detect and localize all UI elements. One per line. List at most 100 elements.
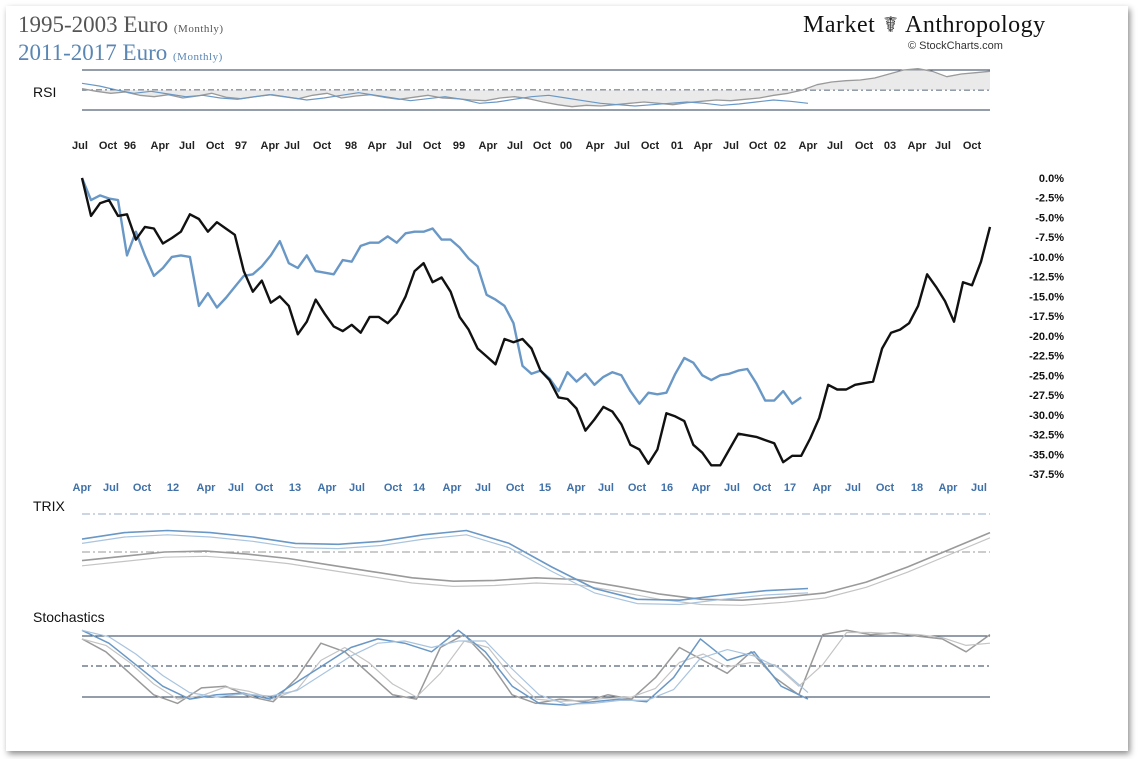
y-axis-tick-label: -35.0% (1029, 449, 1064, 461)
bottom-axis-tick-label: 13 (289, 482, 301, 494)
top-axis-tick-label: 97 (235, 140, 247, 152)
top-axis-tick-label: Oct (749, 140, 768, 152)
bottom-axis-tick-label: Jul (228, 482, 244, 494)
top-axis-tick-label: Apr (479, 140, 499, 152)
top-axis-tick-label: 98 (345, 140, 357, 152)
bottom-axis-tick-label: 17 (784, 482, 796, 494)
y-axis-tick-label: -7.5% (1035, 232, 1064, 244)
top-axis-tick-label: Jul (179, 140, 195, 152)
top-axis-tick-label: Jul (614, 140, 630, 152)
stoch-line-1995 (81, 629, 991, 705)
bottom-axis-tick-label: Oct (628, 482, 647, 494)
dna-helix-icon: ☤ (883, 12, 899, 37)
top-axis-tick-label: Apr (908, 140, 928, 152)
title-2011-text: 2011-2017 Euro (18, 40, 168, 65)
bottom-axis-tick-label: Apr (318, 482, 338, 494)
top-axis-tick-label: Jul (396, 140, 412, 152)
bottom-axis-tick-label: 15 (539, 482, 551, 494)
y-axis-tick-label: -2.5% (1035, 193, 1064, 205)
bottom-axis-tick-label: 14 (413, 482, 426, 494)
top-axis-tick-label: Apr (261, 140, 281, 152)
bottom-axis-tick-label: Jul (845, 482, 861, 494)
bottom-axis-tick-label: Jul (598, 482, 614, 494)
top-axis-tick-label: 99 (453, 140, 465, 152)
bottom-axis-tick-label: Apr (73, 482, 93, 494)
brand-left-text: Market (803, 12, 876, 38)
top-axis-tick-label: Jul (827, 140, 843, 152)
title-1995-text: 1995-2003 Euro (18, 12, 169, 37)
bottom-axis-tick-label: Oct (506, 482, 525, 494)
top-axis-tick-label: Oct (963, 140, 982, 152)
trix-line-2011 (81, 529, 809, 602)
rsi-line-1995 (81, 68, 991, 108)
bottom-axis-tick-label: Apr (197, 482, 217, 494)
bottom-axis-tick-label: Oct (133, 482, 152, 494)
bottom-axis-tick-label: 12 (167, 482, 179, 494)
stoch-signal-2011 (81, 629, 809, 705)
top-axis-tick-label: Oct (206, 140, 225, 152)
top-axis-tick-label: Jul (72, 140, 88, 152)
top-axis-tick-label: Jul (935, 140, 951, 152)
stoch-line-2011 (81, 629, 809, 706)
bottom-axis-tick-label: Jul (475, 482, 491, 494)
rsi-line-2011 (81, 82, 809, 107)
top-axis-tick-label: 00 (560, 140, 572, 152)
top-axis-tick-label: Jul (507, 140, 523, 152)
bottom-axis-tick-label: Oct (876, 482, 895, 494)
stoch-signal-1995 (81, 631, 991, 702)
trix-label: TRIX (33, 498, 65, 514)
bottom-axis-tick-label: Apr (567, 482, 587, 494)
top-axis-tick-label: 03 (884, 140, 896, 152)
chart-frame (6, 6, 1128, 751)
top-axis-tick-label: 01 (671, 140, 683, 152)
top-axis-tick-label: Apr (799, 140, 819, 152)
series-line-2011-2017 (80, 177, 802, 405)
trix-signal-2011 (81, 534, 809, 606)
bottom-axis-tick-label: Jul (724, 482, 740, 494)
top-axis-tick-label: 02 (774, 140, 786, 152)
bottom-axis-tick-label: Jul (349, 482, 365, 494)
y-axis-tick-label: -30.0% (1029, 410, 1064, 422)
bottom-axis-tick-label: Apr (813, 482, 833, 494)
y-axis-tick-label: -10.0% (1029, 252, 1064, 264)
y-axis-tick-label: -37.5% (1029, 469, 1064, 481)
bottom-axis-tick-label: Apr (443, 482, 463, 494)
top-axis-tick-label: Oct (855, 140, 874, 152)
title-2011-2017: 2011-2017 Euro (Monthly) (18, 40, 223, 66)
top-axis-tick-label: Oct (533, 140, 552, 152)
trix-line-1995 (81, 531, 991, 602)
y-axis-tick-label: -17.5% (1029, 311, 1064, 323)
title-1995-frequency: (Monthly) (173, 23, 224, 35)
y-axis-tick-label: -12.5% (1029, 272, 1064, 284)
title-1995-2003: 1995-2003 Euro (Monthly) (18, 12, 224, 38)
top-axis-tick-label: Apr (368, 140, 388, 152)
bottom-axis-tick-label: Oct (753, 482, 772, 494)
y-axis-tick-label: 0.0% (1039, 173, 1064, 185)
y-axis-tick-label: -15.0% (1029, 291, 1064, 303)
bottom-axis-tick-label: Apr (692, 482, 712, 494)
top-axis-tick-label: Oct (99, 140, 118, 152)
top-axis-tick-label: 96 (124, 140, 136, 152)
rsi-label: RSI (33, 84, 57, 100)
top-axis-tick-label: Oct (641, 140, 660, 152)
bottom-axis-tick-label: Oct (384, 482, 403, 494)
y-axis-tick-label: -5.0% (1035, 212, 1064, 224)
source-credit: © StockCharts.com (908, 40, 1003, 52)
top-axis-tick-label: Jul (723, 140, 739, 152)
y-axis-tick-label: -20.0% (1029, 331, 1064, 343)
top-axis-tick-label: Apr (586, 140, 606, 152)
top-axis-tick-label: Oct (313, 140, 332, 152)
y-axis-tick-label: -32.5% (1029, 430, 1064, 442)
y-axis-tick-label: -22.5% (1029, 351, 1064, 363)
y-axis-tick-label: -27.5% (1029, 390, 1064, 402)
trix-signal-1995 (81, 537, 991, 606)
brand-right-text: Anthropology (905, 12, 1046, 38)
top-axis-tick-label: Apr (694, 140, 714, 152)
top-axis-tick-label: Jul (284, 140, 300, 152)
y-axis-tick-label: -25.0% (1029, 370, 1064, 382)
bottom-axis-tick-label: Jul (103, 482, 119, 494)
bottom-axis-tick-label: Jul (971, 482, 987, 494)
bottom-axis-tick-label: Oct (255, 482, 274, 494)
top-axis-tick-label: Apr (151, 140, 171, 152)
